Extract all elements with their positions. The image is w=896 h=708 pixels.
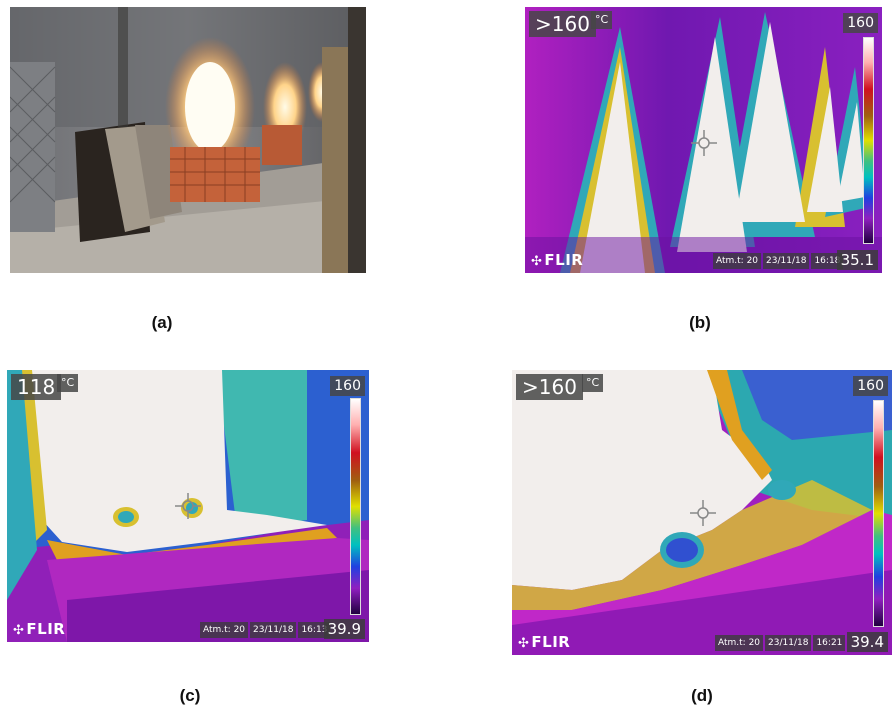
info-bar: Atm.t: 20 23/11/18 16:13 <box>200 622 331 638</box>
date: 23/11/18 <box>765 635 812 651</box>
spot-value: 35.1 <box>836 250 878 270</box>
crosshair-icon <box>691 130 717 156</box>
temperature-readout: >160 <box>516 374 583 400</box>
scale-max-label: 160 <box>330 376 365 396</box>
thermal-image-c: 118 °C 160 ✣ FLIR Atm.t: 20 23/11/18 16:1… <box>7 370 369 642</box>
flir-logo: ✣ FLIR <box>531 251 584 269</box>
atm-temp: Atm.t: 20 <box>713 253 762 269</box>
scale-max-label: 160 <box>843 13 878 33</box>
spot-value: 39.9 <box>323 619 365 639</box>
temperature-readout: >160 <box>529 11 596 37</box>
thermal-image-d: >160 °C 160 ✣ FLIR Atm.t: 20 23/11/18 16:… <box>512 370 892 655</box>
flir-snowflake-icon: ✣ <box>518 636 530 651</box>
color-scale-bar <box>873 400 884 627</box>
color-scale-bar <box>863 37 874 244</box>
temperature-unit: °C <box>591 11 613 29</box>
temperature-readout: 118 <box>11 374 62 400</box>
temperature-unit: °C <box>582 374 604 392</box>
caption-b: (b) <box>689 313 711 332</box>
date: 23/11/18 <box>250 622 297 638</box>
temperature-unit: °C <box>57 374 79 392</box>
thermal-image-b: >160 °C 160 ✣ FLIR Atm.t: 20 23/11/18 16:… <box>525 7 882 273</box>
scale-max-label: 160 <box>853 376 888 396</box>
time: 16:21 <box>813 635 846 651</box>
color-scale-bar <box>350 398 361 615</box>
crosshair-icon <box>690 500 716 526</box>
caption-a: (a) <box>151 313 173 332</box>
time: 16:18 <box>811 253 844 269</box>
spot-value: 39.4 <box>846 632 888 652</box>
info-bar: Atm.t: 20 23/11/18 16:21 <box>715 635 846 651</box>
info-bar: Atm.t: 20 23/11/18 16:18 <box>713 253 844 269</box>
atm-temp: Atm.t: 20 <box>200 622 249 638</box>
flir-logo: ✣ FLIR <box>518 633 571 651</box>
caption-c: (c) <box>179 686 201 705</box>
caption-d: (d) <box>691 686 713 705</box>
time: 16:13 <box>298 622 331 638</box>
date: 23/11/18 <box>763 253 810 269</box>
flir-snowflake-icon: ✣ <box>531 254 543 269</box>
flir-logo: ✣ FLIR <box>13 620 66 638</box>
crosshair-icon <box>175 493 201 519</box>
atm-temp: Atm.t: 20 <box>715 635 764 651</box>
photo-kiln <box>10 7 366 273</box>
flir-snowflake-icon: ✣ <box>13 623 25 638</box>
